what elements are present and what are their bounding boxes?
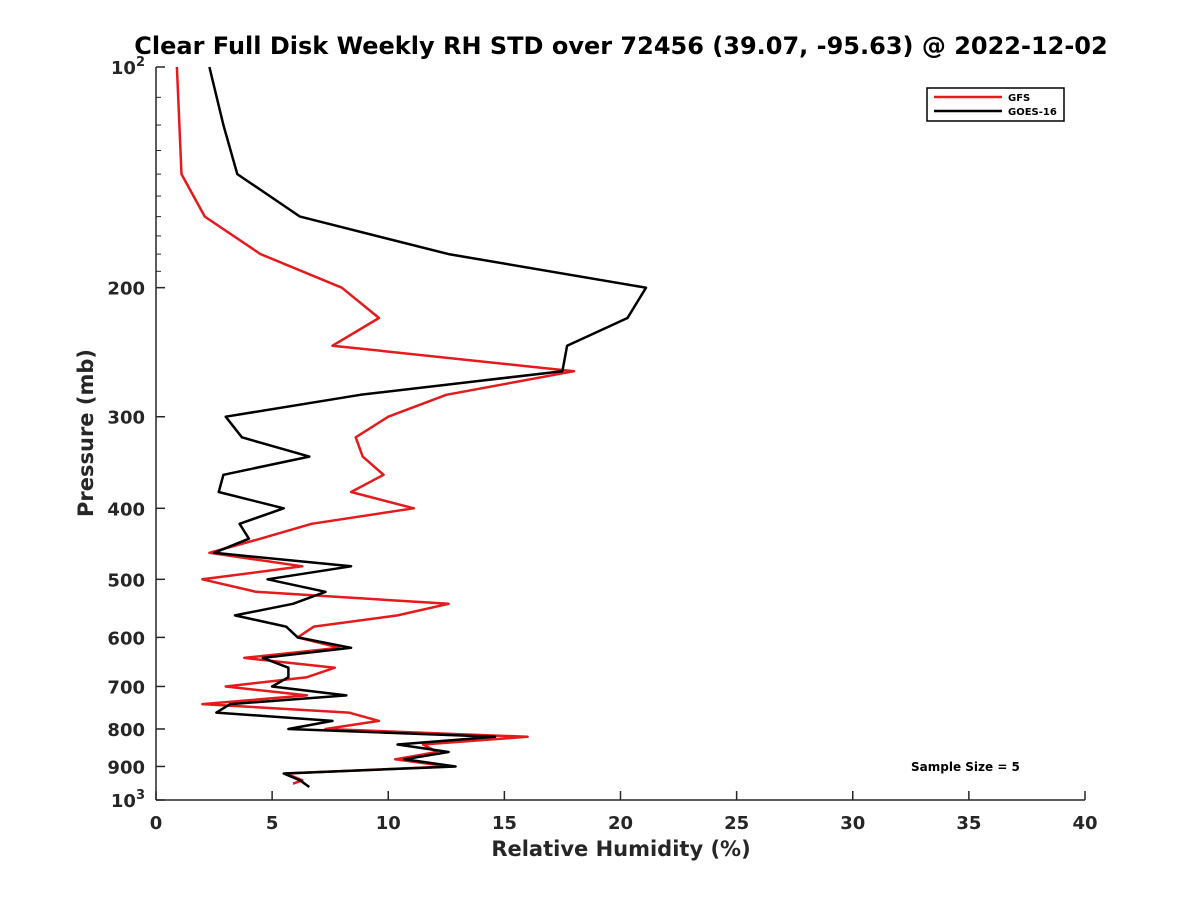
y-tick-label: 900 xyxy=(107,757,145,778)
legend-box xyxy=(926,87,1065,122)
x-tick-label: 0 xyxy=(150,813,163,834)
y-tick-label: 300 xyxy=(107,408,145,429)
x-tick-label: 15 xyxy=(492,813,517,834)
legend: GFS GOES-16 xyxy=(926,87,1065,122)
y-axis-ticks: 102 200 300 400 500 600 700 800 900 103 xyxy=(107,55,165,812)
y-tick-label: 800 xyxy=(107,720,145,741)
legend-label-gfs: GFS xyxy=(1008,93,1030,104)
series-group xyxy=(175,66,648,789)
series-line-goes-16 xyxy=(208,66,648,789)
y-tick-label: 700 xyxy=(107,677,145,698)
x-tick-label: 30 xyxy=(840,813,865,834)
y-tick-label: 600 xyxy=(107,628,145,649)
y-tick-label: 500 xyxy=(107,570,145,591)
x-axis-ticks: 0 5 10 15 20 25 30 35 40 xyxy=(150,791,1098,834)
x-tick-label: 5 xyxy=(266,813,279,834)
x-tick-label: 10 xyxy=(376,813,401,834)
y-axis-label: Pressure (mb) xyxy=(74,349,98,517)
x-tick-label: 20 xyxy=(608,813,633,834)
series-line-gfs xyxy=(175,66,576,785)
sample-size-annotation: Sample Size = 5 xyxy=(911,760,1020,774)
y-tick-label: 200 xyxy=(107,279,145,300)
legend-label-goes-16: GOES-16 xyxy=(1008,107,1057,118)
chart-title: Clear Full Disk Weekly RH STD over 72456… xyxy=(134,32,1107,60)
y-tick-label: 103 xyxy=(111,788,145,812)
y-tick-label: 400 xyxy=(107,499,145,520)
x-tick-label: 25 xyxy=(724,813,749,834)
x-tick-label: 40 xyxy=(1072,813,1097,834)
y-tick-label: 102 xyxy=(111,55,145,79)
x-axis-label: Relative Humidity (%) xyxy=(491,837,750,861)
x-tick-label: 35 xyxy=(956,813,981,834)
